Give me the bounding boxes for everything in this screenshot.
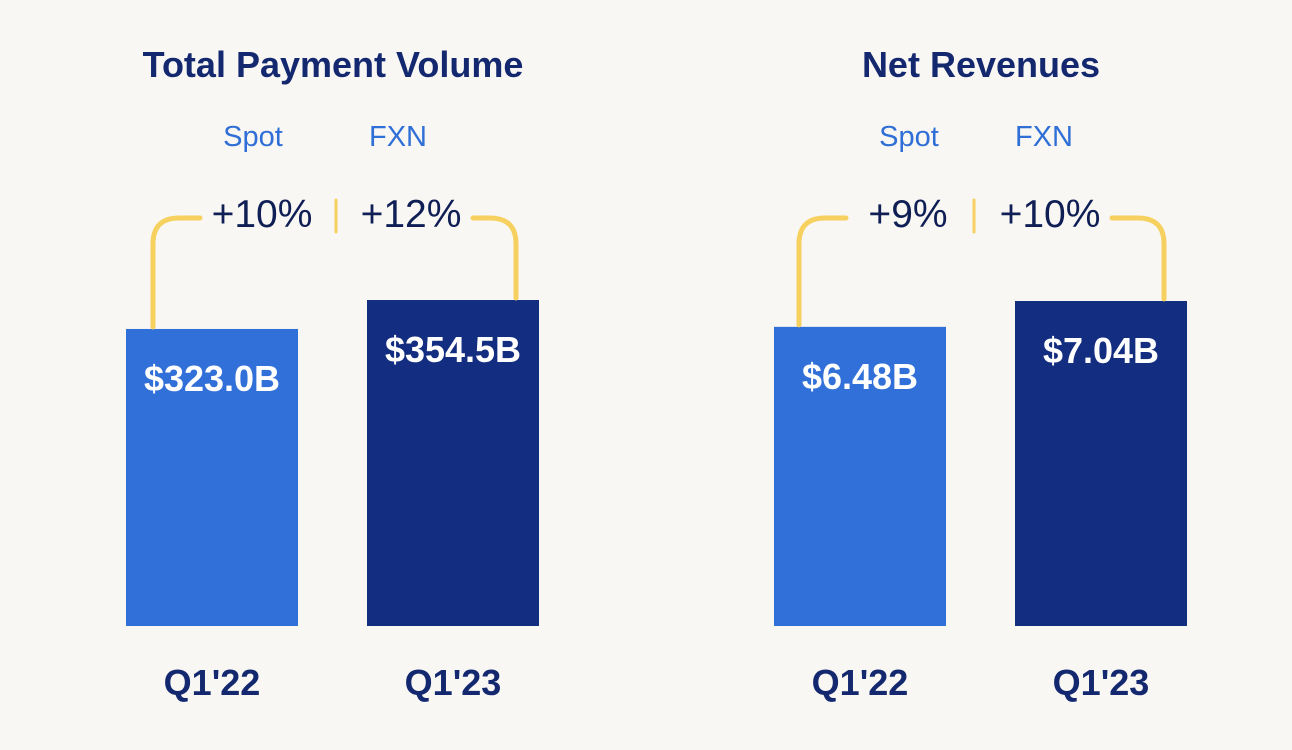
bracket-right: [1109, 215, 1167, 302]
fxn-label: FXN: [369, 121, 427, 153]
bar-value-label: $323.0B: [144, 358, 280, 399]
fxn-growth-value: +10%: [1000, 193, 1101, 236]
spot-label: Spot: [223, 121, 283, 153]
bracket-left: [150, 215, 203, 330]
bar-q122: [774, 326, 946, 626]
chart-title: Total Payment Volume: [143, 44, 524, 85]
category-label: Q1'22: [164, 662, 261, 703]
spot-growth-value: +9%: [868, 193, 947, 236]
spot-growth-value: +10%: [212, 193, 313, 236]
bracket-left: [796, 215, 849, 328]
category-label: Q1'22: [812, 662, 909, 703]
bracket-right: [470, 215, 519, 301]
bar-value-label: $6.48B: [802, 356, 918, 397]
category-label: Q1'23: [1053, 662, 1150, 703]
chart-title: Net Revenues: [862, 44, 1100, 85]
category-label: Q1'23: [405, 662, 502, 703]
bar-value-label: $7.04B: [1043, 330, 1159, 371]
chart-panel-0: Total Payment Volume Spot FXN $323.0B Q1'22 $…: [126, 44, 539, 703]
bar-value-label: $354.5B: [385, 329, 521, 370]
fxn-label: FXN: [1015, 121, 1073, 153]
bar-q123: [1015, 301, 1187, 626]
spot-label: Spot: [879, 121, 939, 153]
fxn-growth-value: +12%: [361, 193, 462, 236]
bar-q123: [367, 300, 539, 626]
chart-panel-1: Net Revenues Spot FXN $6.48B Q1'22 $7.04B Q1'2…: [774, 44, 1187, 703]
bar-q122: [126, 328, 298, 626]
